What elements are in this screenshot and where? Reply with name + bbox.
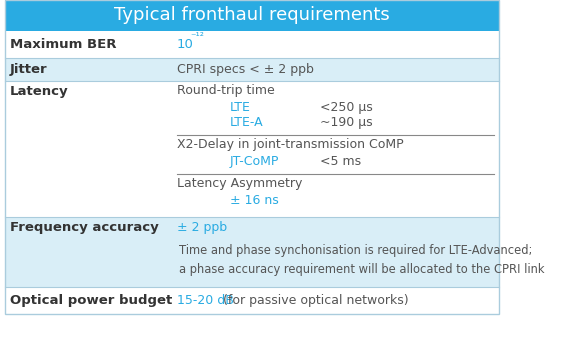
Text: LTE: LTE	[230, 101, 251, 114]
Text: Maximum BER: Maximum BER	[10, 38, 117, 51]
Text: Round-trip time: Round-trip time	[176, 84, 274, 97]
Text: Jitter: Jitter	[10, 63, 48, 76]
Text: ± 2 ppb: ± 2 ppb	[176, 221, 227, 234]
Text: ~190 μs: ~190 μs	[320, 116, 373, 129]
Text: 10: 10	[176, 38, 193, 51]
Text: LTE-A: LTE-A	[230, 116, 263, 129]
Bar	[5, 217, 499, 287]
Text: 15-20 dB: 15-20 dB	[176, 294, 233, 307]
Text: JT-CoMP: JT-CoMP	[230, 155, 279, 168]
Text: ⁻¹²: ⁻¹²	[191, 32, 205, 42]
Text: a phase accuracy requirement will be allocated to the CPRI link: a phase accuracy requirement will be all…	[179, 263, 545, 276]
Bar	[5, 287, 499, 314]
Text: (for passive optical networks): (for passive optical networks)	[219, 294, 409, 307]
Text: Time and phase synchonisation is required for LTE-Advanced;: Time and phase synchonisation is require…	[179, 244, 532, 257]
Text: <5 ms: <5 ms	[320, 155, 361, 168]
Text: Typical fronthaul requirements: Typical fronthaul requirements	[114, 6, 390, 24]
Bar	[5, 81, 499, 217]
Text: CPRI specs < ± 2 ppb: CPRI specs < ± 2 ppb	[176, 63, 313, 76]
Text: Frequency accuracy: Frequency accuracy	[10, 221, 159, 234]
Text: Latency: Latency	[10, 85, 68, 98]
Text: ± 16 ns: ± 16 ns	[230, 194, 278, 207]
Text: Latency Asymmetry: Latency Asymmetry	[176, 177, 302, 190]
Text: X2-Delay in joint-transmission CoMP: X2-Delay in joint-transmission CoMP	[176, 138, 403, 151]
Bar	[5, 0, 499, 31]
Bar	[5, 0, 499, 314]
Text: Optical power budget: Optical power budget	[10, 294, 172, 307]
Bar	[5, 58, 499, 81]
Bar	[5, 31, 499, 58]
Text: <250 μs: <250 μs	[320, 101, 373, 114]
